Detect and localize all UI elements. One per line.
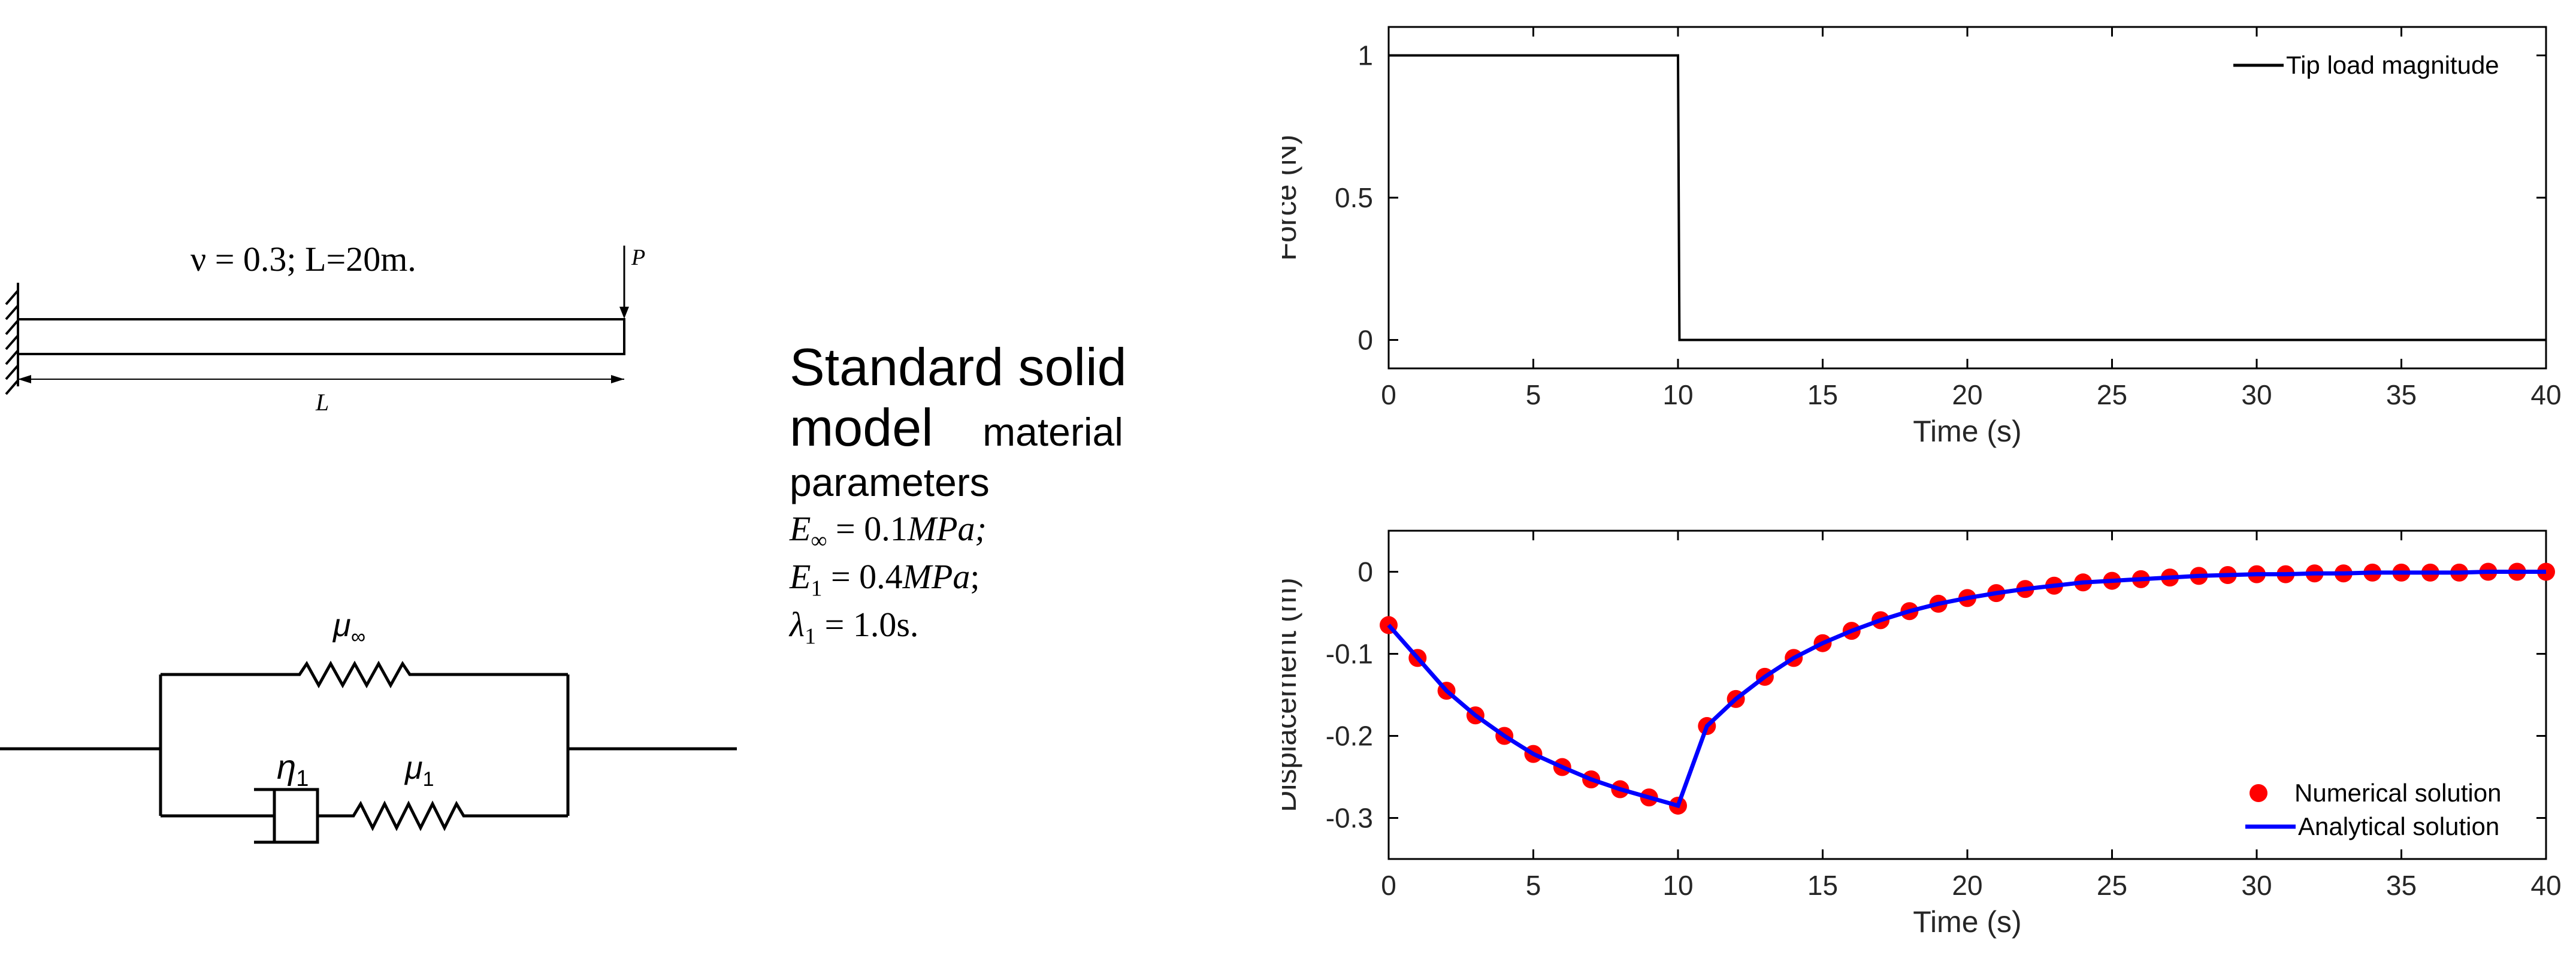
load-arrow-head (619, 307, 629, 319)
spring-mu-inf (161, 660, 568, 689)
y-tick-label: -0.2 (1326, 721, 1373, 752)
force-chart: 0 5 10 15 20 25 30 35 40 0 0.5 1 Time (s) Force (N) Ti… (1282, 26, 2562, 448)
displacement-chart: 0 5 10 15 20 25 30 35 40 0 -0.1 -0.2 -0.3 Time (s) Dis… (1282, 530, 2562, 939)
x-tick-label: 0 (1381, 379, 1396, 410)
spring-dashpot-diagram: μ∞ η1 μ1 (0, 607, 737, 844)
y-tick-label: 0 (1357, 556, 1373, 588)
y-axis-label: Force (N) (1282, 134, 1302, 261)
x-axis-label: Time (s) (1913, 905, 2021, 939)
series-line (1387, 570, 2546, 809)
spring-mu-1 (318, 800, 568, 831)
x-tick-label: 25 (2097, 870, 2127, 901)
fixed-support (5, 283, 19, 395)
mu1-label: μ1 (404, 750, 434, 791)
y-axis-label: Displacement (m) (1282, 577, 1302, 812)
length-label: L (315, 389, 329, 416)
dim-arrow-left (18, 375, 31, 383)
x-tick-label: 10 (1662, 870, 1693, 901)
x-tick-label: 30 (2241, 379, 2272, 410)
legend-label: Numerical solution (2294, 779, 2501, 807)
legend-label: Tip load magnitude (2286, 51, 2499, 79)
x-tick-label: 5 (1526, 870, 1541, 901)
dim-arrow-right (611, 375, 624, 383)
x-tick-label: 15 (1807, 870, 1838, 901)
beam-diagram: ν = 0.3; L=20m. P L (5, 240, 645, 416)
x-tick-label: 15 (1807, 379, 1838, 410)
legend-label: Analytical solution (2298, 812, 2499, 840)
y-tick-label: 1 (1357, 40, 1373, 71)
series-line (1389, 54, 2546, 341)
param-lambda1: λ1 = 1.0s. (790, 605, 919, 649)
y-tick-label: 0.5 (1335, 182, 1373, 213)
param-e-inf: E∞ = 0.1MPa; (790, 509, 987, 553)
eta-label: η1 (277, 748, 309, 791)
x-tick-label: 25 (2097, 379, 2127, 410)
x-tick-label: 10 (1662, 379, 1693, 410)
x-axis-label: Time (s) (1913, 415, 2021, 448)
x-tick-label: 20 (1952, 870, 1982, 901)
params-title-line2: model material (790, 397, 1149, 458)
x-tick-label: 40 (2530, 379, 2561, 410)
param-e1: E1 = 0.4MPa; (790, 556, 980, 601)
legend-marker (2250, 784, 2267, 802)
y-tick-label: -0.1 (1326, 639, 1373, 670)
y-tick-label: 0 (1357, 325, 1373, 356)
y-tick-label: -0.3 (1326, 803, 1373, 834)
x-tick-label: 30 (2241, 870, 2272, 901)
params-title-word2: material (982, 410, 1123, 455)
x-tick-label: 35 (2386, 379, 2417, 410)
params-title-word: model (790, 398, 933, 458)
load-label: P (631, 245, 645, 270)
mu-inf-label: μ∞ (332, 607, 365, 648)
beam-body (17, 318, 625, 355)
x-tick-label: 0 (1381, 870, 1396, 901)
params-title-line1: Standard solid (790, 337, 1127, 397)
x-tick-label: 35 (2386, 870, 2417, 901)
x-tick-label: 40 (2530, 870, 2561, 901)
material-parameters: Standard solid model material parameters… (790, 337, 1149, 651)
x-tick-label: 5 (1526, 379, 1541, 410)
x-tick-label: 20 (1952, 379, 1982, 410)
params-title-line3: parameters (790, 460, 990, 505)
beam-params-label: ν = 0.3; L=20m. (191, 240, 416, 279)
